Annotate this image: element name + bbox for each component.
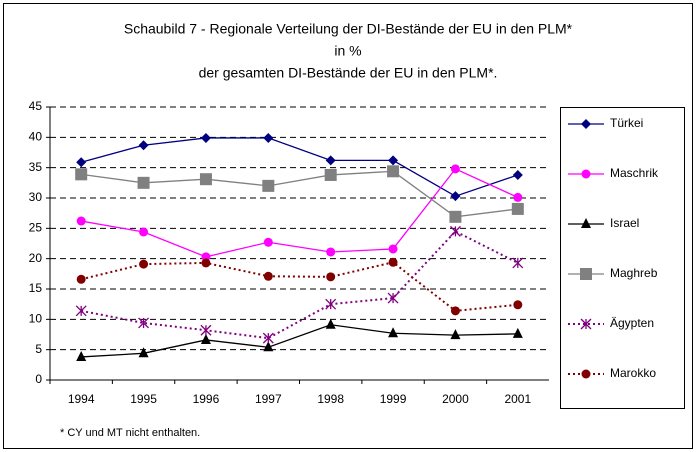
- marker: [513, 300, 523, 310]
- marker: [262, 332, 274, 344]
- marker: [325, 318, 336, 329]
- marker: [326, 247, 336, 257]
- marker: [387, 165, 400, 178]
- y-tick-label: 0: [35, 372, 42, 386]
- marker: [75, 305, 87, 317]
- legend-label: Maschrik: [610, 166, 659, 180]
- marker: [139, 259, 149, 269]
- marker: [137, 176, 150, 189]
- marker: [450, 306, 460, 316]
- marker: [199, 173, 212, 186]
- legend-label: Türkei: [610, 116, 643, 130]
- marker: [388, 244, 398, 254]
- marker: [512, 327, 523, 338]
- marker: [326, 272, 336, 282]
- y-tick-label: 10: [29, 312, 43, 326]
- marker: [263, 237, 273, 247]
- legend-box: [560, 107, 685, 409]
- legend-label: Maghreb: [610, 266, 658, 280]
- marker: [513, 192, 523, 202]
- marker: [76, 274, 86, 284]
- x-tick-label: 1995: [130, 392, 157, 406]
- chart-title: der gesamten DI-Bestände der EU in den P…: [199, 65, 498, 81]
- x-tick-label: 1996: [193, 392, 220, 406]
- marker: [200, 324, 212, 336]
- x-tick-label: 2001: [504, 392, 531, 406]
- x-tick-label: 1999: [380, 392, 407, 406]
- y-tick-label: 30: [29, 190, 43, 204]
- marker: [201, 258, 211, 268]
- series-line: [81, 170, 518, 218]
- marker: [450, 329, 461, 340]
- series-line: [81, 137, 519, 197]
- marker: [138, 317, 150, 329]
- marker: [325, 298, 337, 310]
- marker: [76, 157, 87, 168]
- y-tick-label: 20: [29, 251, 43, 265]
- marker: [512, 257, 524, 269]
- marker: [76, 216, 86, 226]
- marker: [450, 164, 460, 174]
- marker: [75, 168, 88, 181]
- legend-label: Ägypten: [610, 316, 654, 330]
- x-tick-label: 1998: [317, 392, 344, 406]
- chart-title: Schaubild 7 - Regionale Verteilung der D…: [124, 21, 573, 37]
- x-tick-label: 2000: [442, 392, 469, 406]
- series-line: [81, 168, 519, 258]
- y-tick-label: 45: [29, 99, 43, 113]
- marker: [449, 225, 461, 237]
- marker: [450, 191, 461, 202]
- marker: [263, 341, 274, 352]
- series-line: [81, 324, 518, 358]
- y-tick-label: 5: [35, 342, 42, 356]
- marker: [200, 132, 211, 143]
- y-tick-label: 40: [29, 130, 43, 144]
- marker: [263, 132, 274, 143]
- series-line: [80, 261, 518, 312]
- marker: [262, 179, 275, 192]
- marker: [324, 168, 337, 181]
- marker: [581, 369, 591, 379]
- marker: [580, 268, 592, 280]
- footnote: * CY und MT nicht enthalten.: [60, 427, 200, 439]
- chart-title: in %: [334, 43, 361, 59]
- marker: [580, 318, 592, 330]
- legend-label: Marokko: [610, 366, 656, 380]
- marker: [511, 202, 524, 215]
- y-tick-label: 15: [29, 281, 43, 295]
- y-tick-label: 35: [29, 160, 43, 174]
- marker: [581, 119, 591, 129]
- marker: [325, 155, 336, 166]
- x-tick-label: 1997: [255, 392, 282, 406]
- marker: [512, 169, 523, 180]
- marker: [581, 169, 591, 179]
- marker: [200, 333, 211, 344]
- x-tick-label: 1994: [68, 392, 95, 406]
- marker: [138, 347, 149, 358]
- marker: [388, 257, 398, 267]
- legend-label: Israel: [610, 216, 639, 230]
- marker: [138, 140, 149, 151]
- marker: [581, 218, 591, 228]
- marker: [139, 227, 149, 237]
- marker: [387, 292, 399, 304]
- marker: [449, 210, 462, 223]
- marker: [388, 327, 399, 338]
- marker: [388, 155, 399, 166]
- y-tick-label: 25: [29, 221, 43, 235]
- marker: [76, 350, 87, 361]
- marker: [263, 271, 273, 281]
